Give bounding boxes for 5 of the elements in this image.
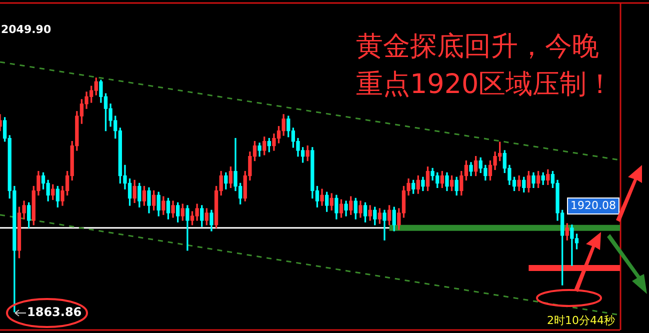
annotation: 1920.08: [570, 198, 616, 212]
text: 2时10分44秒: [547, 314, 615, 327]
text: 2049.90: [1, 22, 52, 36]
chart-title: 黄金探底回升，今晚重点1920区域压制！: [356, 30, 615, 102]
annotation: 1863.86: [27, 305, 82, 320]
